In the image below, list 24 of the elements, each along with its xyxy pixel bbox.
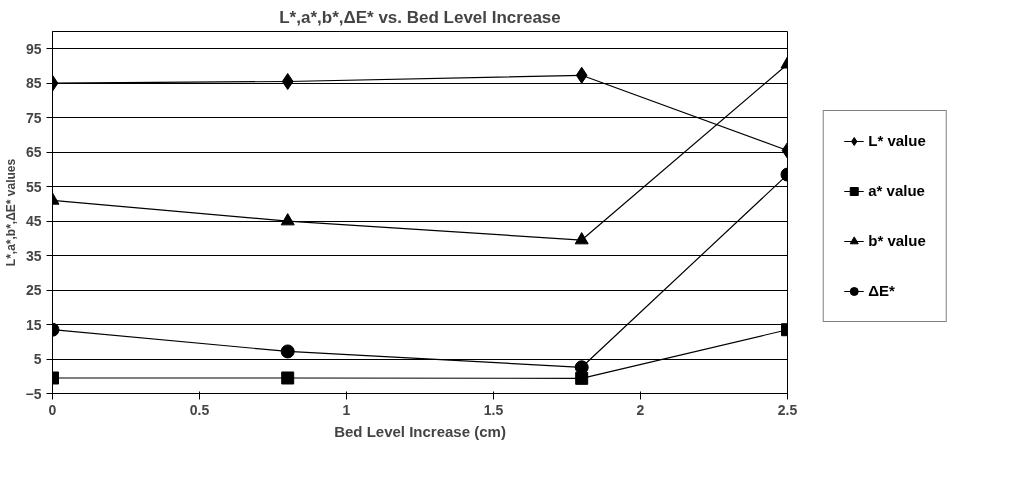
y-tick-label: 45 [25,213,42,230]
x-tick-label: 2 [636,401,645,418]
x-tick-label: 1 [342,401,351,418]
x-tick-label: 2.5 [777,401,798,418]
chart-title: L*,a*,b*,ΔE* vs. Bed Level Increase [279,7,561,27]
y-tick-label: 15 [25,316,42,333]
y-tick-label: 95 [25,40,42,57]
y-tick-label: 75 [25,109,42,126]
legend-label: ΔE* [868,282,895,299]
y-tick-label: 85 [25,75,42,92]
y-tick-label: −5 [25,385,42,402]
legend-label: a* value [868,182,925,199]
x-tick-label: 0 [48,401,57,418]
y-axis-title: L*,a*,b*,ΔE* values [3,158,18,267]
y-tick-label: 25 [25,282,42,299]
y-tick-label: 35 [25,247,42,264]
legend-label: b* value [868,232,926,249]
x-tick-label: 1.5 [483,401,504,418]
legend-label: L* value [868,132,926,149]
x-axis-title: Bed Level Increase (cm) [334,422,506,440]
y-tick-label: 65 [25,144,42,161]
y-tick-label: 5 [33,351,42,368]
y-tick-label: 55 [25,178,42,195]
x-tick-label: 0.5 [189,401,210,418]
